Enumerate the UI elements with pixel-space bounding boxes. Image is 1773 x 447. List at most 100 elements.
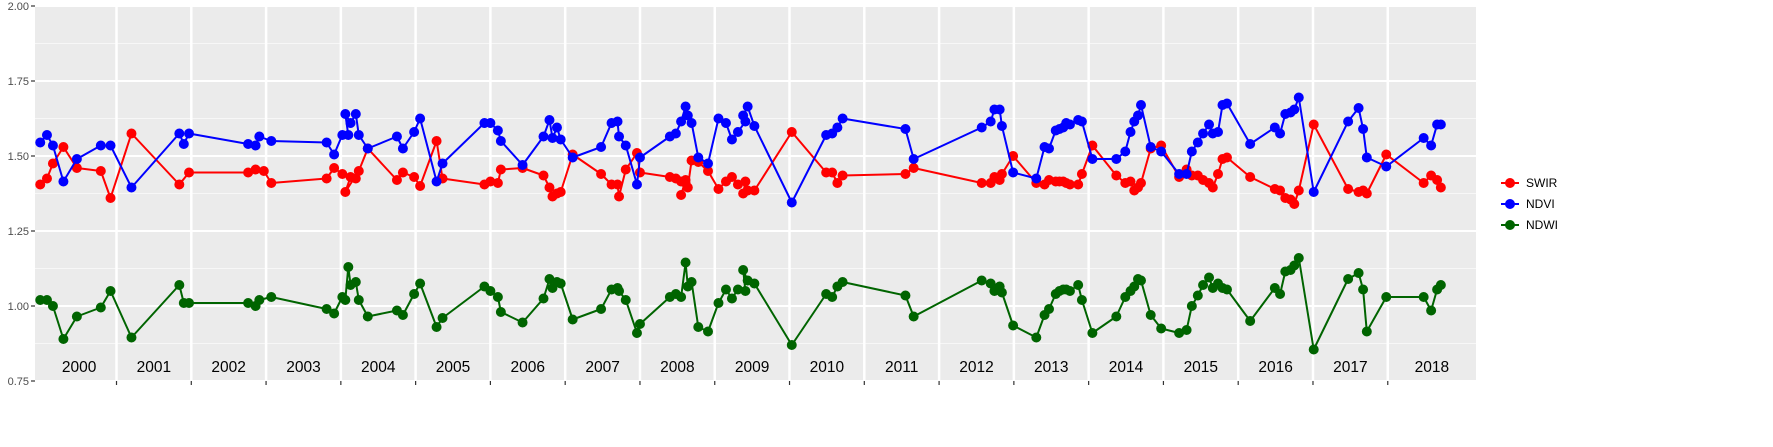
data-point-swir — [1073, 179, 1084, 190]
year-label: 2014 — [1109, 359, 1144, 376]
data-point-ndwi — [495, 307, 506, 317]
data-point-swir — [703, 166, 714, 176]
data-point-ndwi — [485, 286, 496, 296]
data-point-swir — [1343, 184, 1354, 194]
data-point-ndwi — [1031, 332, 1042, 343]
data-point-ndwi — [437, 313, 448, 323]
data-point-ndvi — [1418, 133, 1429, 143]
data-point-ndwi — [343, 262, 354, 272]
legend-key-ndvi — [1505, 199, 1515, 209]
data-point-ndvi — [415, 113, 426, 124]
data-point-ndvi — [1308, 187, 1319, 197]
legend-key-ndwi — [1505, 220, 1515, 230]
data-point-ndwi — [340, 295, 351, 305]
data-point-ndwi — [1087, 328, 1098, 338]
data-point-ndwi — [1361, 326, 1372, 337]
data-point-swir — [258, 166, 269, 176]
data-point-swir — [105, 193, 116, 203]
data-point-ndwi — [353, 295, 364, 305]
data-point-ndvi — [749, 121, 760, 131]
data-point-ndvi — [1120, 146, 1131, 157]
data-point-ndvi — [517, 160, 528, 170]
data-point-swir — [1221, 152, 1232, 163]
data-point-ndwi — [614, 286, 625, 296]
data-point-ndwi — [1204, 272, 1215, 283]
data-point-swir — [544, 182, 555, 193]
data-point-swir — [321, 173, 332, 184]
data-point-ndvi — [1125, 127, 1136, 137]
data-point-swir — [832, 178, 843, 188]
data-point-ndwi — [631, 328, 642, 338]
data-point-ndwi — [1111, 311, 1122, 322]
data-point-ndvi — [1132, 110, 1143, 121]
data-point-swir — [35, 179, 46, 190]
data-point-swir — [495, 164, 506, 175]
legend-label-ndwi: NDWI — [1526, 218, 1558, 232]
data-point-swir — [415, 181, 426, 191]
data-point-ndwi — [266, 292, 277, 302]
data-point-ndvi — [837, 113, 848, 124]
data-point-ndvi — [1289, 104, 1300, 115]
data-point-ndvi — [495, 136, 506, 146]
year-label: 2010 — [810, 359, 845, 376]
data-point-ndvi — [985, 116, 996, 127]
data-point-swir — [1076, 169, 1087, 179]
data-point-ndvi — [680, 101, 691, 112]
data-point-ndwi — [908, 311, 919, 322]
data-point-ndwi — [415, 278, 426, 289]
data-point-ndvi — [832, 122, 843, 133]
data-point-ndvi — [343, 130, 354, 140]
year-label: 2002 — [211, 359, 245, 376]
data-point-swir — [827, 167, 838, 178]
data-point-ndvi — [71, 154, 82, 164]
data-point-ndvi — [58, 176, 69, 187]
data-point-ndvi — [47, 140, 58, 151]
data-point-ndvi — [544, 115, 555, 125]
legend-key-swir — [1505, 178, 1515, 188]
data-point-ndwi — [738, 265, 749, 275]
year-label: 2011 — [885, 359, 918, 376]
data-point-ndvi — [266, 136, 277, 146]
data-point-ndwi — [243, 298, 254, 308]
data-point-ndwi — [1192, 290, 1203, 301]
year-label: 2012 — [959, 359, 993, 376]
data-point-ndwi — [786, 340, 797, 350]
data-point-swir — [908, 163, 919, 173]
data-point-ndwi — [634, 319, 645, 329]
data-point-ndwi — [538, 293, 549, 304]
data-point-ndwi — [1174, 328, 1185, 338]
data-point-ndwi — [749, 278, 760, 289]
data-point-swir — [837, 170, 848, 181]
data-point-ndwi — [1135, 275, 1146, 286]
data-point-ndwi — [693, 322, 704, 332]
data-point-ndvi — [1181, 169, 1192, 179]
data-point-ndwi — [71, 311, 82, 322]
data-point-ndvi — [900, 124, 911, 134]
data-point-ndvi — [713, 113, 724, 124]
data-point-swir — [1432, 175, 1443, 185]
data-point-ndwi — [827, 292, 838, 302]
data-point-ndwi — [900, 290, 911, 301]
data-point-ndvi — [321, 137, 332, 148]
data-point-ndwi — [1418, 292, 1429, 302]
data-point-ndvi — [41, 130, 52, 140]
data-point-ndvi — [1221, 98, 1232, 109]
year-label: 2015 — [1184, 359, 1218, 376]
year-label: 2017 — [1333, 359, 1367, 376]
data-point-ndvi — [1111, 154, 1122, 164]
data-point-ndvi — [250, 140, 261, 151]
year-label: 2009 — [735, 359, 769, 376]
data-point-ndvi — [329, 149, 340, 160]
data-point-ndwi — [174, 280, 185, 290]
data-point-ndwi — [726, 293, 737, 304]
data-point-ndwi — [58, 334, 69, 344]
data-point-ndvi — [686, 118, 697, 128]
data-point-ndvi — [1156, 146, 1167, 157]
data-point-swir — [1111, 170, 1122, 181]
data-point-swir — [126, 128, 137, 139]
data-point-swir — [1381, 149, 1392, 160]
year-label: 2004 — [361, 359, 396, 376]
data-point-ndwi — [1426, 305, 1437, 316]
data-point-swir — [1435, 182, 1446, 193]
